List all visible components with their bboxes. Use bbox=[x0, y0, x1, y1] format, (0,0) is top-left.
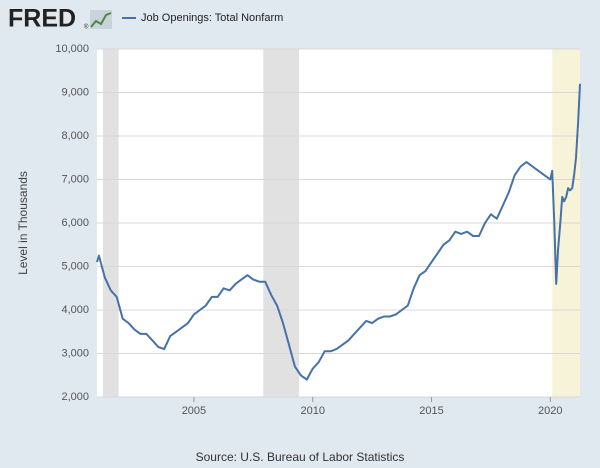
x-tick-label: 2005 bbox=[182, 405, 206, 417]
y-tick-label: 8,000 bbox=[61, 130, 89, 142]
y-tick-label: 2,000 bbox=[61, 391, 89, 403]
logo-mark: ® bbox=[84, 24, 89, 31]
logo: FRED bbox=[8, 5, 76, 33]
y-tick-label: 10,000 bbox=[55, 43, 89, 55]
x-tick-label: 2010 bbox=[300, 405, 324, 417]
y-tick-label: 3,000 bbox=[61, 347, 89, 359]
series-line bbox=[96, 83, 581, 381]
y-tick-label: 7,000 bbox=[61, 173, 89, 185]
source: Source: U.S. Bureau of Labor Statistics bbox=[196, 450, 405, 464]
legend-label: Job Openings: Total Nonfarm bbox=[141, 12, 283, 24]
y-axis-label: Level in Thousands bbox=[16, 171, 30, 275]
x-tick-label: 2015 bbox=[419, 405, 443, 417]
logo-icon bbox=[90, 10, 112, 29]
y-tick-label: 9,000 bbox=[61, 86, 89, 98]
y-tick-label: 5,000 bbox=[61, 260, 89, 272]
y-tick-label: 6,000 bbox=[61, 217, 89, 229]
x-tick-label: 2020 bbox=[538, 405, 562, 417]
y-tick-label: 4,000 bbox=[61, 304, 89, 316]
